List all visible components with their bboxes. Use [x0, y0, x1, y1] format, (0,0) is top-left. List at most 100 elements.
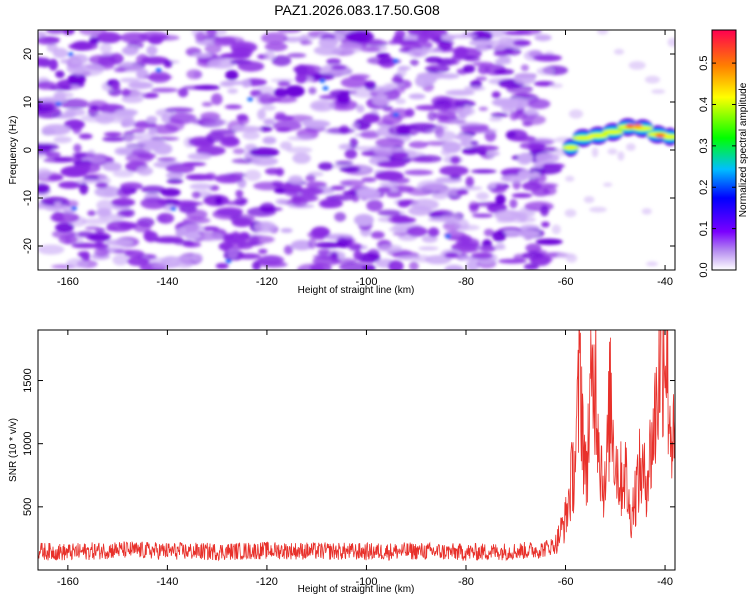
heatmap-blob [498, 36, 514, 46]
heatmap-blob [397, 255, 421, 261]
heatmap-blob [205, 30, 217, 37]
heatmap-blob [596, 30, 609, 35]
heatmap-blob [291, 194, 319, 202]
heatmap-blob [440, 214, 462, 223]
heatmap-blob [408, 48, 428, 58]
heatmap-blob [377, 186, 391, 193]
heatmap-blob [315, 242, 344, 249]
heatmap-blob [322, 86, 329, 91]
heatmap-blob [515, 30, 542, 36]
heatmap-blob [78, 133, 93, 140]
heatmap-blob [519, 142, 546, 150]
heatmap-blob [183, 240, 195, 247]
heatmap-blob [442, 141, 462, 154]
heatmap-blob [147, 128, 157, 136]
heatmap-blob [53, 201, 62, 207]
heatmap-blob [191, 191, 201, 199]
heatmap-blob [277, 80, 291, 87]
heatmap-blob [232, 148, 246, 155]
heatmap-blob [166, 178, 184, 184]
chart-title: PAZ1.2026.083.17.50.G08 [274, 2, 440, 18]
x-tick-label: -160 [57, 576, 79, 588]
heatmap-blob [330, 185, 346, 191]
heatmap-blob [338, 42, 363, 54]
y-tick-label: 0 [22, 147, 34, 153]
heatmap-blob [350, 123, 360, 129]
heatmap-blob [383, 82, 404, 88]
heatmap-blob [326, 127, 356, 134]
heatmap-blob [270, 78, 295, 83]
heatmap-blob [121, 117, 136, 127]
heatmap-blob [613, 48, 625, 55]
heatmap-blob [277, 30, 302, 34]
heatmap-blob [38, 183, 50, 194]
heatmap-blob [424, 64, 450, 74]
heatmap-blob [252, 261, 261, 270]
heatmap-blob [339, 179, 365, 187]
heatmap-blob [317, 248, 331, 256]
heatmap-blob [313, 45, 342, 56]
y-tick-label: 10 [22, 96, 34, 108]
heatmap-blob [184, 231, 201, 240]
heatmap-blob [347, 243, 363, 250]
colorbar-tick-label: 0.4 [698, 97, 710, 112]
signal-peak [632, 124, 643, 128]
heatmap-blob [132, 221, 152, 233]
heatmap-blob [67, 73, 86, 86]
heatmap-blob [237, 61, 265, 72]
heatmap-blob [66, 258, 88, 269]
heatmap-blob [471, 213, 494, 218]
heatmap-blob [386, 191, 403, 198]
heatmap-blob [644, 75, 661, 84]
snr-panel: -160 -140 -120 -100 -80 -60 -40 500 1000 1500 Hei… [8, 329, 676, 595]
heatmap-blob [111, 82, 121, 90]
heatmap-blob [71, 206, 78, 211]
heatmap-blob [75, 179, 101, 184]
heatmap-blob [204, 43, 222, 54]
heatmap-blob [512, 39, 531, 47]
heatmap-blob [388, 260, 404, 270]
heatmap-blob [121, 136, 144, 141]
heatmap-blob [449, 34, 478, 39]
heatmap-blob [258, 93, 276, 105]
heatmap-blob [163, 60, 173, 68]
heatmap-blob [157, 212, 175, 224]
heatmap-blob [435, 130, 457, 141]
heatmap-blob [288, 175, 304, 185]
heatmap-blob [360, 47, 381, 53]
heatmap-blob [89, 36, 100, 45]
heatmap-blob [140, 56, 169, 65]
heatmap-blob [202, 226, 220, 231]
heatmap-blob [444, 115, 458, 121]
heatmap-blob [235, 189, 244, 198]
heatmap-blob [53, 136, 72, 144]
heatmap-blob [87, 210, 96, 217]
heatmap-blob [524, 201, 554, 212]
heatmap-blob [111, 198, 136, 207]
heatmap-blob [409, 156, 434, 163]
heatmap-blob [238, 114, 250, 126]
heatmap-blob [165, 119, 185, 132]
heatmap-blob [38, 57, 48, 67]
heatmap-blob [290, 240, 313, 251]
heatmap-blob [511, 193, 533, 198]
heatmap-blob [360, 130, 381, 139]
heatmap-blob [462, 64, 476, 74]
heatmap-blob [308, 237, 317, 250]
heatmap-blob [488, 150, 500, 157]
heatmap-blob [287, 136, 313, 141]
heatmap-blob [406, 226, 428, 237]
heatmap-blob [376, 160, 406, 168]
heatmap-blob [491, 91, 501, 99]
heatmap-blob [377, 244, 403, 252]
heatmap-blob [128, 81, 154, 90]
heatmap-blob [212, 36, 237, 47]
heatmap-blob [89, 105, 100, 110]
heatmap-blob [49, 85, 73, 91]
x-tick-label: -40 [657, 576, 673, 588]
heatmap-blob [393, 86, 406, 94]
heatmap-blob [472, 61, 494, 67]
heatmap-blob [218, 242, 234, 251]
heatmap-blob [331, 65, 347, 70]
heatmap-blob [227, 248, 238, 259]
